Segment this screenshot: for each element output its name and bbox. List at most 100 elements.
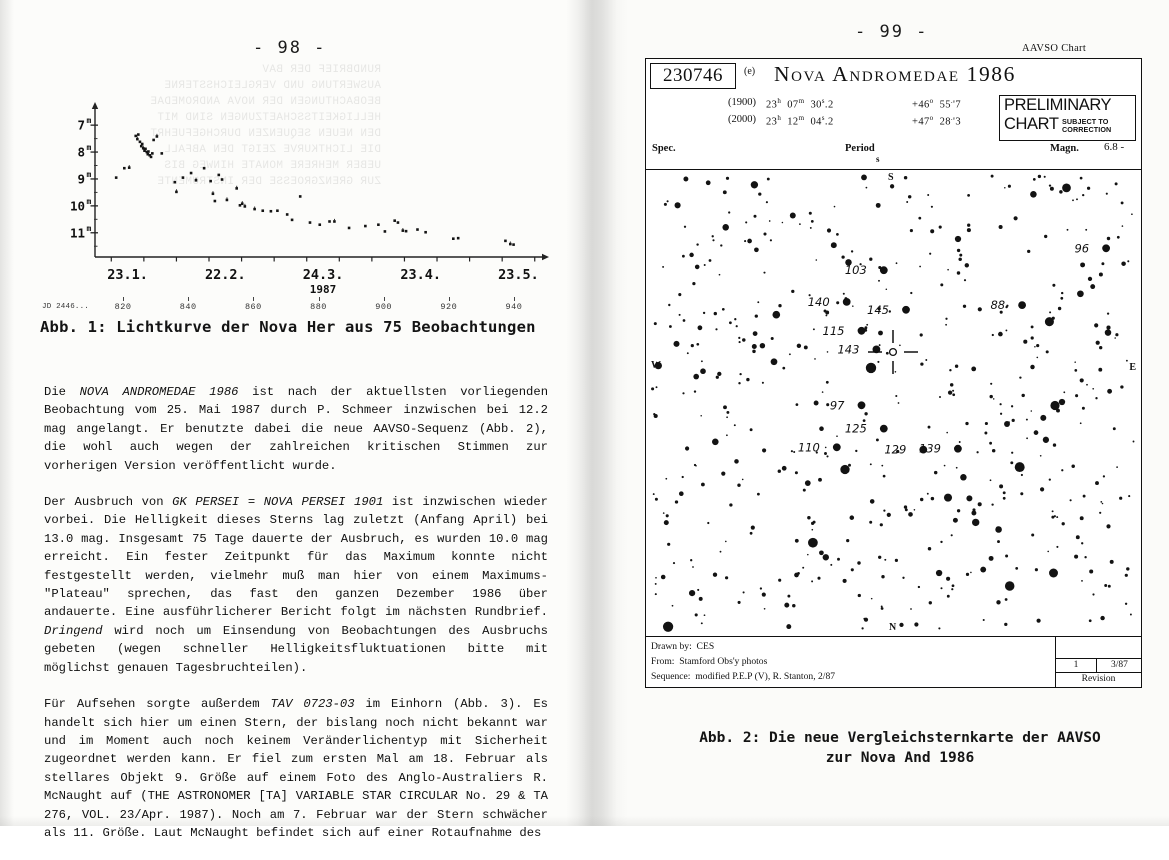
figure2-caption-line2: zur Nova And 1986 xyxy=(825,750,975,766)
preliminary-note: SUBJECT TO CORRECTION xyxy=(1062,117,1112,135)
comparison-star-label: 88 xyxy=(990,298,1005,312)
page-edge-shadow-bottom xyxy=(0,816,1169,826)
spec-period-magn-row: Spec. Period s Magn. 6.8 - xyxy=(652,141,1136,165)
aavso-footer: Drawn by: CES From: Stamford Obs'y photo… xyxy=(646,637,1142,687)
figure1-caption: Abb. 1: Lichtkurve der Nova Her aus 75 B… xyxy=(40,318,536,336)
svg-text:m: m xyxy=(87,143,92,152)
footer-from: From: Stamford Obs'y photos xyxy=(651,656,768,667)
jd-tick xyxy=(448,297,450,301)
direction-label-east: E xyxy=(1129,362,1136,373)
period-label: Period xyxy=(845,143,875,154)
svg-text:11: 11 xyxy=(70,225,85,240)
direction-label-west: W xyxy=(651,360,661,371)
magn-value: 6.8 - xyxy=(1104,141,1125,153)
light-curve-svg: 7 m8 m9 m10 m11 m 23.1. 22.2. 24.3. 23.4. 23.5. 1… xyxy=(70,102,549,295)
revision-blank-cell xyxy=(1056,637,1141,659)
paragraph-1: Die NOVA ANDROMEDAE 1986 ist nach der ak… xyxy=(44,385,549,473)
paragraph-2: Der Ausbruch von GK PERSEI = NOVA PERSEI… xyxy=(44,495,548,675)
comparison-star-label: 96 xyxy=(1074,241,1089,255)
svg-text:22.2.: 22.2. xyxy=(205,267,246,283)
period-unit: s xyxy=(876,154,880,164)
page-edge-shadow-left xyxy=(0,0,14,826)
direction-label-north: N xyxy=(889,622,897,633)
chart-axes xyxy=(90,102,549,262)
jd-tick-label: 880 xyxy=(310,302,327,312)
preliminary-line1: PRELIMINARY xyxy=(1004,96,1112,114)
jd-tick-label: 940 xyxy=(505,302,523,312)
jd-tick xyxy=(318,297,320,301)
star-dots xyxy=(651,174,1135,632)
ra-1900: 23h 07m 30s.2 xyxy=(766,97,834,111)
jd-axis-label: JD 2446... xyxy=(42,303,90,311)
page-number-right: - 99 - xyxy=(855,22,929,42)
em-dringend: Dringend xyxy=(44,623,103,638)
chart-y-tick-labels: 7 m8 m9 m10 m11 m xyxy=(70,116,92,240)
svg-text:24.3.: 24.3. xyxy=(303,267,344,283)
page-number-left: - 98 - xyxy=(253,38,327,58)
svg-text:7: 7 xyxy=(77,118,85,133)
preliminary-line2: CHART xyxy=(1004,115,1059,133)
epoch-1900: (1900) xyxy=(728,97,756,108)
article-body: Die NOVA ANDROMEDAE 1986 ist nach der ak… xyxy=(44,383,548,860)
comparison-star-label: 97 xyxy=(830,398,845,412)
dec-1900: +46o 55.'7 xyxy=(912,97,961,111)
jd-axis-row: JD 2446... 820 840 860 880 900 920 940 xyxy=(42,297,552,314)
svg-text:23.4.: 23.4. xyxy=(400,267,441,283)
chart-suffix: (e) xyxy=(744,66,756,77)
jd-tick xyxy=(188,297,190,301)
figure2-caption: Abb. 2: Die neue Vergleichsternkarte der… xyxy=(690,728,1110,768)
aavso-chart-label: AAVSO Chart xyxy=(1022,43,1087,54)
jd-tick xyxy=(383,297,385,301)
svg-text:m: m xyxy=(87,224,92,233)
epoch-2000: (2000) xyxy=(728,114,756,125)
footer-drawn-by: Drawn by: CES xyxy=(651,641,715,652)
revision-block: 1 3/87 Revision xyxy=(1055,637,1142,687)
revision-date: 3/87 xyxy=(1097,659,1142,673)
jd-tick xyxy=(253,297,255,301)
chart-title: Nova Andromedae 1986 xyxy=(774,62,1017,86)
note-correction: CORRECTION xyxy=(1062,125,1112,135)
figure2-caption-line1: Abb. 2: Die neue Vergleichsternkarte der… xyxy=(699,730,1101,746)
page-left-sheet xyxy=(0,0,585,826)
note-subject-to: SUBJECT TO xyxy=(1062,117,1109,126)
jd-tick-label: 900 xyxy=(375,302,393,312)
jd-tick xyxy=(123,297,125,301)
chart-data-points xyxy=(114,133,515,246)
star-field: 103 140 145 115 143 88 96 97 125 110 129 139 S N W … xyxy=(646,170,1141,637)
nova-position-marker xyxy=(868,330,918,374)
chart-x-axis-label: 1987 xyxy=(310,283,337,295)
comparison-star-label: 140 xyxy=(808,295,830,309)
paragraph-1-text: ist nach der aktuellsten vorliegenden Be… xyxy=(44,385,549,473)
em-nova-and: NOVA ANDROMEDAE 1986 xyxy=(79,385,239,399)
comparison-star-label: 129 xyxy=(884,443,906,457)
svg-text:m: m xyxy=(87,197,92,206)
comparison-star-label: 143 xyxy=(837,342,859,356)
jd-tick-label: 820 xyxy=(114,302,132,312)
footer-sequence: Sequence: modified P.E.P (V), R. Stanton… xyxy=(651,671,836,682)
svg-text:23.5.: 23.5. xyxy=(498,267,539,283)
paragraph-3: Für Aufsehen sorgte außerdem TAV 0723-03… xyxy=(44,697,548,840)
preliminary-stamp: PRELIMINARY CHART SUBJECT TO CORRECTION xyxy=(999,95,1136,141)
chart-id-box: 230746 xyxy=(650,63,736,89)
paragraph-2-text-b: wird noch um Einsendung von Beobachtunge… xyxy=(44,623,548,675)
direction-label-south: S xyxy=(888,172,894,183)
em-gk-persei: GK PERSEI = NOVA PERSEI 1901 xyxy=(172,495,384,510)
svg-text:10: 10 xyxy=(70,198,85,213)
comparison-star-label: 115 xyxy=(823,324,845,338)
jd-tick-label: 840 xyxy=(179,302,197,312)
comparison-star-label: 125 xyxy=(845,422,867,436)
scanned-page: RUNDBRIEF DER BAV AUSWERTUNG UND VERGLEI… xyxy=(0,0,1169,840)
spec-label: Spec. xyxy=(652,143,676,154)
em-tav: TAV 0723-03 xyxy=(270,697,355,712)
revision-number: 1 xyxy=(1056,659,1097,673)
svg-text:8: 8 xyxy=(77,145,85,160)
ra-2000: 23h 12m 04s.2 xyxy=(766,114,834,128)
aavso-header: 230746 (e) Nova Andromedae 1986 PRELIMIN… xyxy=(646,59,1141,170)
comparison-star-label: 103 xyxy=(845,263,867,277)
dec-2000: +47o 28.'3 xyxy=(912,114,961,128)
revision-label: Revision xyxy=(1081,674,1116,684)
jd-tick-label: 920 xyxy=(440,302,458,312)
paragraph-3-text: im Einhorn (Abb. 3). Es handelt sich hie… xyxy=(44,697,548,840)
svg-text:m: m xyxy=(87,170,92,179)
chart-x-date-labels: 23.1. 22.2. 24.3. 23.4. 23.5. xyxy=(107,267,539,283)
